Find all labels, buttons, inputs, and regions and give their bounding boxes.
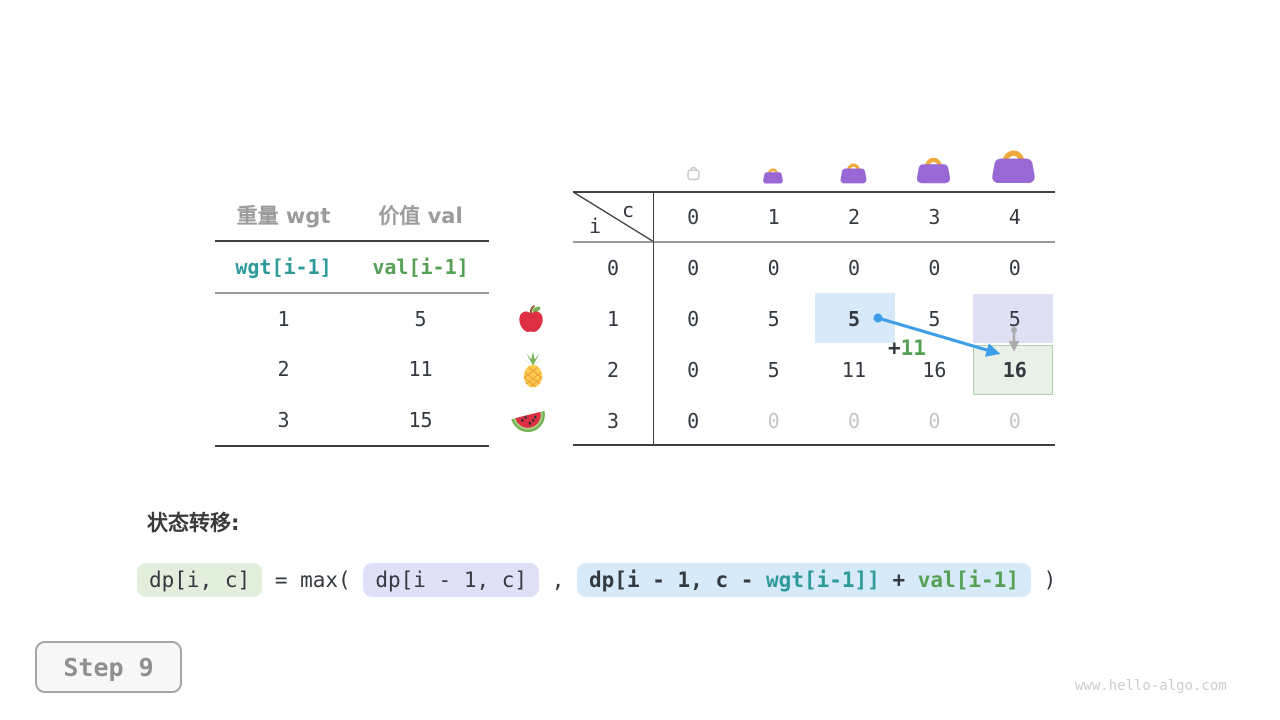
watermark: www.hello-algo.com xyxy=(1075,678,1227,694)
bag-icon xyxy=(762,165,784,184)
divider xyxy=(573,191,1055,193)
bag-icon xyxy=(990,143,1037,184)
item-cell: 5 xyxy=(414,307,427,332)
dp-cell: 0 xyxy=(928,408,941,433)
dp-table-row: 0 0 0 0 0 0 xyxy=(573,242,1055,293)
formula-chip-take: dp[i - 1, c - wgt[i-1]] + val[i-1] xyxy=(577,563,1031,597)
dp-cell: 5 xyxy=(847,306,860,331)
weight-column-header: 重量 wgt xyxy=(236,204,331,228)
item-cell: 3 xyxy=(277,407,290,432)
dp-cell: 0 xyxy=(847,408,860,433)
dp-cell: 16 xyxy=(1002,357,1027,382)
item-row: 3 15 xyxy=(215,395,489,445)
dp-cell: 0 xyxy=(687,408,700,433)
dp-col-header: 0 xyxy=(687,204,700,229)
dp-cell: 0 xyxy=(687,357,700,382)
divider xyxy=(573,444,1055,446)
dp-cell: 0 xyxy=(767,255,780,280)
dp-row-header: 0 xyxy=(606,255,620,280)
items-table-body: 1 5 2 11 3 15 xyxy=(215,294,489,445)
spacer xyxy=(1031,568,1044,592)
dp-cell: 5 xyxy=(767,306,780,331)
transition-title: 状态转移: xyxy=(147,511,240,535)
dp-cell: 11 xyxy=(841,357,867,382)
bag-icon xyxy=(839,159,868,184)
dp-cell: 0 xyxy=(1008,255,1021,280)
corner-row-label: i xyxy=(589,214,602,238)
items-table: 重量 wgt 价值 val wgt[i-1] val[i-1] 1 5 2 11 3 15 xyxy=(215,190,489,447)
dp-row-header: 1 xyxy=(606,306,620,331)
divider xyxy=(215,444,489,447)
dp-col-header: 1 xyxy=(767,204,780,229)
formula-operator xyxy=(262,568,275,592)
formula-close-paren: ) xyxy=(1043,568,1057,592)
spacer xyxy=(564,568,577,592)
items-table-header: 重量 wgt 价值 val xyxy=(215,190,489,240)
watermelon-icon xyxy=(510,406,548,441)
annotation-part: + xyxy=(888,336,901,360)
dp-cell: 0 xyxy=(1008,408,1021,433)
formula-comma: , xyxy=(551,568,565,592)
wgt-formula-cell: wgt[i-1] xyxy=(235,255,332,279)
annotation-part: 11 xyxy=(900,336,926,360)
item-cell: 1 xyxy=(277,307,290,332)
dp-table-row: 1 0 5 5 5 5 xyxy=(573,293,1055,344)
dp-row-header: 2 xyxy=(606,357,620,382)
dp-col-header: 2 xyxy=(847,204,860,229)
divider xyxy=(215,240,489,242)
dp-table-row: 3 0 0 0 0 0 xyxy=(573,395,1055,446)
formula-max-open: = max( xyxy=(274,568,351,592)
spacer xyxy=(539,568,552,592)
corner-col-label: c xyxy=(622,198,635,222)
dp-cell: 0 xyxy=(687,255,700,280)
dp-cell: 5 xyxy=(928,306,941,331)
add-value-annotation: +11 xyxy=(888,336,926,360)
formula-chip-keep: dp[i - 1, c] xyxy=(363,563,540,597)
bag-empty-icon xyxy=(686,164,701,181)
divider xyxy=(215,292,489,294)
dp-cell: 5 xyxy=(767,357,780,382)
step-badge: Step 9 xyxy=(35,641,182,693)
apple-icon xyxy=(516,303,546,339)
formula-part: wgt[i-1]] xyxy=(766,568,880,592)
divider xyxy=(652,191,654,446)
dp-col-header-row: 0 1 2 3 4 xyxy=(573,191,1055,242)
formula-part: val[i-1] xyxy=(917,568,1019,592)
dp-table-row: 2 0 5 11 16 16 xyxy=(573,344,1055,395)
dp-row-header: 3 xyxy=(606,408,620,433)
value-column-header: 价值 val xyxy=(378,204,463,228)
dp-col-header: 3 xyxy=(928,204,941,229)
transition-formula: dp[i, c] = max( dp[i - 1, c] , dp[i - 1,… xyxy=(137,558,1056,602)
formula-part: dp[i - 1, c - xyxy=(589,568,767,592)
dp-cell: 0 xyxy=(687,306,700,331)
formula-part: + xyxy=(879,568,918,592)
dp-cell: 5 xyxy=(1008,306,1021,331)
dp-cell: 16 xyxy=(922,357,947,382)
bag-icon xyxy=(915,152,952,184)
spacer xyxy=(351,568,364,592)
pineapple-icon xyxy=(519,351,547,393)
divider xyxy=(573,241,1055,243)
corner-diagonal xyxy=(573,191,653,242)
item-cell: 11 xyxy=(408,357,433,382)
item-row: 2 11 xyxy=(215,344,489,394)
item-cell: 2 xyxy=(277,357,290,382)
dp-col-header: 4 xyxy=(1008,204,1021,229)
item-cell: 15 xyxy=(408,407,433,432)
dp-cell: 0 xyxy=(928,255,941,280)
dp-cell: 0 xyxy=(767,408,780,433)
dp-cell: 0 xyxy=(847,255,860,280)
items-table-subheader: wgt[i-1] val[i-1] xyxy=(215,242,489,292)
formula-chip-result: dp[i, c] xyxy=(137,563,263,597)
val-formula-cell: val[i-1] xyxy=(372,255,469,279)
